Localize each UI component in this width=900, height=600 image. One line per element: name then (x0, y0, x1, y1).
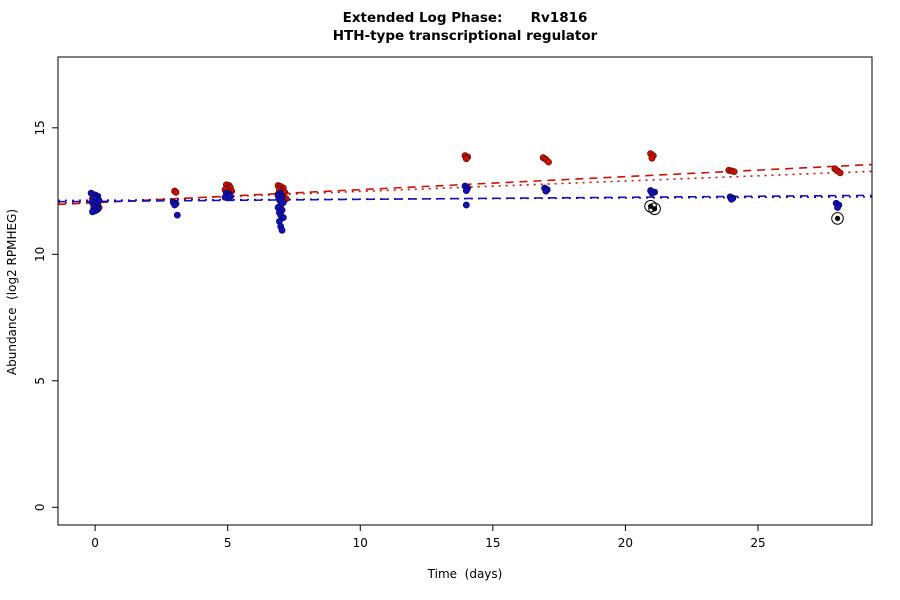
x-tick-label: 5 (224, 536, 232, 550)
x-axis-label: Time (days) (427, 567, 503, 581)
blue-dotted-fit (57, 196, 873, 202)
outlier-ring (648, 202, 661, 216)
red-point (648, 154, 656, 162)
x-tick-label: 10 (353, 536, 368, 550)
chart-title-line2: HTH-type transcriptional regulator (332, 28, 598, 44)
y-axis-label: Abundance (log2 RPMHEG) (5, 208, 19, 376)
outlier-point (651, 206, 658, 212)
y-tick-label: 10 (33, 247, 47, 262)
blue-point (173, 211, 181, 219)
red-point (545, 158, 552, 166)
red-point (172, 188, 180, 196)
red-point (462, 155, 470, 163)
chart-title-line1: Extended Log Phase: Rv1816 (342, 10, 588, 26)
y-tick-label: 15 (33, 120, 47, 135)
outlier-ring (644, 199, 657, 213)
x-tick-label: 20 (618, 536, 633, 550)
blue-point (278, 226, 286, 234)
plot-box (57, 56, 873, 526)
y-tick-label: 0 (33, 503, 47, 511)
blue-point (89, 208, 96, 216)
blue-point (221, 193, 229, 201)
x-tick-label: 25 (750, 536, 765, 550)
outlier-point (834, 215, 841, 221)
red-point (730, 168, 738, 175)
blue-point (728, 195, 735, 203)
blue-point (834, 204, 841, 211)
x-tick-label: 0 (91, 536, 99, 550)
outlier-ring (831, 212, 844, 225)
blue-point (462, 201, 470, 209)
blue-point (171, 201, 179, 209)
y-tick-label: 5 (33, 377, 47, 385)
blue-point (542, 187, 550, 195)
red-point (836, 169, 844, 177)
blue-point (462, 187, 470, 194)
blue-point (648, 189, 656, 197)
x-tick-label: 15 (485, 536, 500, 550)
